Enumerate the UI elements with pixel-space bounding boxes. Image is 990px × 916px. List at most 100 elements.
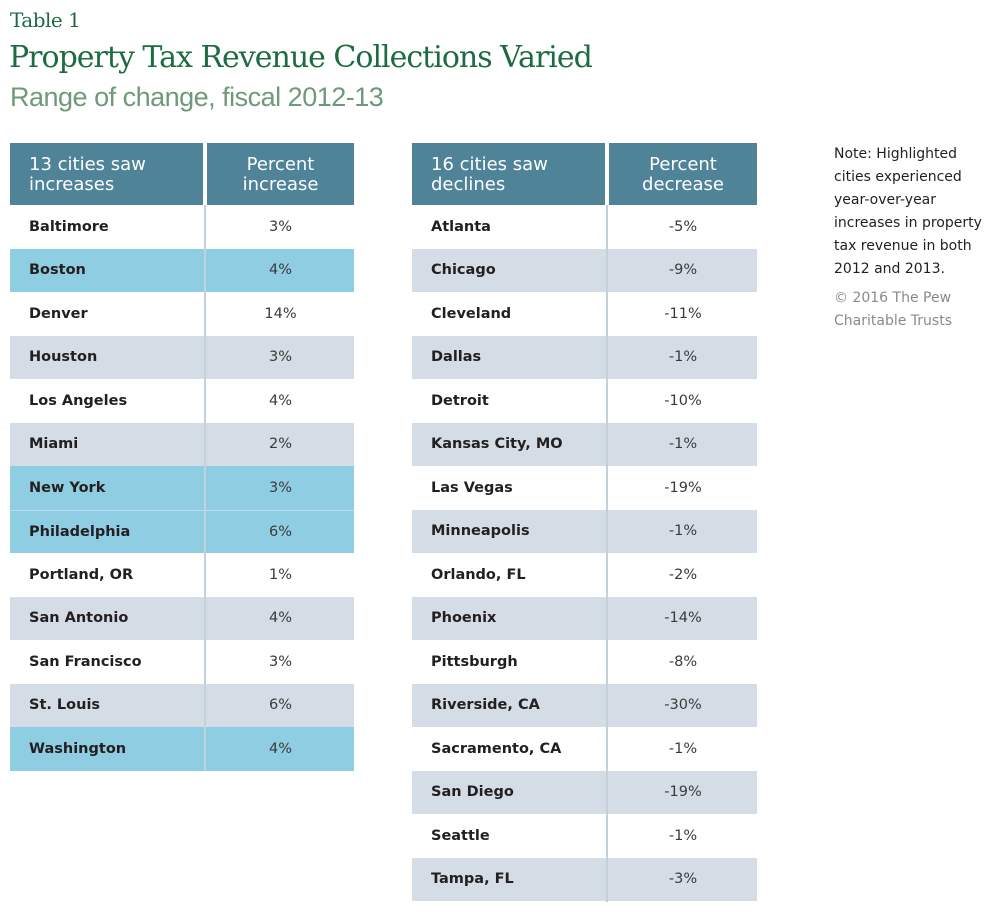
percent-change: 4%: [268, 740, 292, 757]
percent-change: -19%: [664, 479, 702, 496]
city-name: Miami: [29, 436, 79, 453]
table-row: Phoenix -14%: [412, 596, 757, 640]
header-line: increases: [29, 174, 115, 195]
percent-change: -1%: [668, 349, 698, 366]
percent-change: 6%: [268, 697, 292, 714]
table-row: Denver 14%: [10, 292, 354, 336]
city-name: San Antonio: [29, 610, 129, 627]
declines-percent-column-header: Percent decrease: [609, 143, 757, 205]
city-name: Houston: [29, 349, 98, 366]
percent-change: 3%: [268, 218, 292, 235]
city-name: Tampa, FL: [431, 871, 514, 888]
city-name: Cleveland: [431, 305, 512, 322]
percent-change: -30%: [664, 697, 702, 714]
page-subtitle: Range of change, fiscal 2012-13: [10, 82, 384, 112]
table-row: Tampa, FL -3%: [412, 857, 757, 901]
percent-change: -8%: [668, 653, 698, 670]
percent-change: 1%: [268, 566, 292, 583]
city-name: Denver: [29, 305, 88, 322]
header-line: decrease: [642, 174, 724, 195]
percent-change: 4%: [268, 262, 292, 279]
city-name: Detroit: [431, 392, 489, 409]
declines-table: 16 cities saw declines Percent decrease …: [412, 143, 757, 902]
table-row: Baltimore 3%: [10, 205, 354, 249]
percent-change: -11%: [664, 305, 702, 322]
increases-percent-column-header: Percent increase: [207, 143, 354, 205]
percent-change: -1%: [668, 827, 698, 844]
table-label: Table 1: [10, 8, 81, 32]
declines-body: Atlanta -5% Chicago -9% Cleveland -11% Dallas -…: [412, 205, 757, 901]
percent-change: -1%: [668, 523, 698, 540]
percent-change: 4%: [268, 610, 292, 627]
table-row: St. Louis 6%: [10, 683, 354, 727]
table-row-highlighted: Philadelphia 6%: [10, 509, 354, 553]
percent-change: -10%: [664, 392, 702, 409]
table-row: Portland, OR 1%: [10, 553, 354, 597]
city-name: Chicago: [431, 262, 496, 279]
table-row: Kansas City, MO -1%: [412, 422, 757, 466]
city-name: Baltimore: [29, 218, 109, 235]
percent-change: -5%: [668, 218, 698, 235]
header-line: Percent: [246, 154, 315, 175]
column-divider: [204, 205, 206, 771]
city-name: Washington: [29, 740, 127, 757]
table-row: San Diego -19%: [412, 770, 757, 814]
percent-change: -19%: [664, 784, 702, 801]
table-row: Dallas -1%: [412, 335, 757, 379]
city-name: Philadelphia: [29, 523, 131, 540]
city-name: San Diego: [431, 784, 514, 801]
table-row: Minneapolis -1%: [412, 509, 757, 553]
copyright-credit: © 2016 The Pew Charitable Trusts: [834, 290, 952, 329]
page-title: Property Tax Revenue Collections Varied: [9, 40, 593, 75]
table-row: Cleveland -11%: [412, 292, 757, 336]
header-line: declines: [431, 174, 506, 195]
city-name: Portland, OR: [29, 566, 134, 583]
table-row: Pittsburgh -8%: [412, 640, 757, 684]
table-row: Atlanta -5%: [412, 205, 757, 249]
header-line: increase: [242, 174, 319, 195]
header-line: 13 cities saw: [29, 154, 146, 175]
table-note: Note: Highlighted cities experienced yea…: [834, 146, 982, 277]
percent-change: 6%: [268, 523, 292, 540]
city-name: St. Louis: [29, 697, 101, 714]
table-row: Miami 2%: [10, 422, 354, 466]
declines-city-column-header: 16 cities saw declines: [412, 143, 605, 205]
table-row-highlighted: Washington 4%: [10, 727, 354, 771]
city-name: Atlanta: [431, 218, 491, 235]
percent-change: 2%: [268, 436, 292, 453]
table-row: Houston 3%: [10, 335, 354, 379]
percent-change: -9%: [668, 262, 698, 279]
header-line: Percent: [649, 154, 717, 175]
increases-city-column-header: 13 cities saw increases: [10, 143, 203, 205]
table-row-highlighted: Boston 4%: [10, 248, 354, 292]
city-name: Sacramento, CA: [431, 740, 562, 757]
declines-header: 16 cities saw declines Percent decrease: [412, 143, 757, 205]
table-row: Orlando, FL -2%: [412, 553, 757, 597]
city-name: Seattle: [431, 827, 490, 844]
percent-change: -14%: [664, 610, 702, 627]
percent-change: -1%: [668, 436, 698, 453]
city-name: Boston: [29, 262, 86, 279]
city-name: Riverside, CA: [431, 697, 540, 714]
percent-change: 14%: [264, 305, 297, 322]
table-row-highlighted: New York 3%: [10, 466, 354, 510]
city-name: Orlando, FL: [431, 566, 526, 583]
percent-change: 4%: [268, 392, 292, 409]
table-row: Los Angeles 4%: [10, 379, 354, 423]
table-row: Riverside, CA -30%: [412, 683, 757, 727]
city-name: New York: [29, 479, 106, 496]
table-row: Chicago -9%: [412, 248, 757, 292]
percent-change: -1%: [668, 740, 698, 757]
city-name: San Francisco: [29, 653, 142, 670]
table-row: Seattle -1%: [412, 814, 757, 858]
table-row: Las Vegas -19%: [412, 466, 757, 510]
percent-change: 3%: [268, 653, 292, 670]
city-name: Las Vegas: [431, 479, 513, 496]
table-row: Sacramento, CA -1%: [412, 727, 757, 771]
table-row: San Francisco 3%: [10, 640, 354, 684]
city-name: Los Angeles: [29, 392, 128, 409]
table-row: San Antonio 4%: [10, 596, 354, 640]
increases-body: Baltimore 3% Boston 4% Denver 14% Houston 3% Los…: [10, 205, 354, 771]
percent-change: -3%: [668, 871, 698, 888]
percent-change: 3%: [268, 479, 292, 496]
